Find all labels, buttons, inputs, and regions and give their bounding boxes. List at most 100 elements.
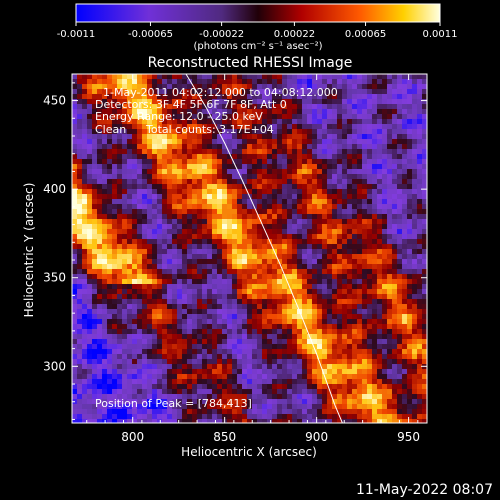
heatmap-cell <box>297 194 303 200</box>
heatmap-cell <box>177 324 183 330</box>
heatmap-cell <box>102 349 108 355</box>
heatmap-cell <box>357 389 363 395</box>
heatmap-cell <box>202 419 208 423</box>
heatmap-cell <box>367 379 373 385</box>
heatmap-cell <box>102 174 108 180</box>
heatmap-cell <box>402 289 408 295</box>
heatmap-cell <box>347 129 353 135</box>
heatmap-cell <box>207 404 213 410</box>
heatmap-cell <box>322 389 328 395</box>
heatmap-cell <box>122 334 128 340</box>
heatmap-cell <box>402 94 408 100</box>
heatmap-cell <box>172 244 178 250</box>
heatmap-cell <box>162 319 168 325</box>
heatmap-cell <box>367 179 373 185</box>
heatmap-cell <box>117 334 123 340</box>
heatmap-cell <box>207 309 213 315</box>
heatmap-cell <box>272 349 278 355</box>
heatmap-cell <box>167 189 173 195</box>
heatmap-cell <box>142 139 148 145</box>
heatmap-cell <box>307 314 313 320</box>
heatmap-cell <box>162 309 168 315</box>
heatmap-cell <box>307 244 313 250</box>
heatmap-cell <box>382 84 388 90</box>
heatmap-cell <box>202 339 208 345</box>
heatmap-cell <box>227 359 233 365</box>
heatmap-cell <box>292 409 298 415</box>
heatmap-cell <box>407 234 413 240</box>
heatmap-cell <box>152 149 158 155</box>
heatmap-cell <box>317 374 323 380</box>
heatmap-cell <box>307 409 313 415</box>
heatmap-cell <box>167 119 173 125</box>
heatmap-cell <box>117 329 123 335</box>
heatmap-cell <box>197 109 203 115</box>
heatmap-cell <box>87 99 93 105</box>
heatmap-cell <box>412 339 418 345</box>
heatmap-cell <box>212 319 218 325</box>
heatmap-cell <box>117 294 123 300</box>
heatmap-cell <box>282 284 288 290</box>
heatmap-cell <box>137 279 143 285</box>
heatmap-cell <box>197 179 203 185</box>
heatmap-cell <box>322 209 328 215</box>
heatmap-cell <box>167 379 173 385</box>
heatmap-cell <box>197 129 203 135</box>
heatmap-cell <box>297 134 303 140</box>
heatmap-cell <box>127 154 133 160</box>
heatmap-cell <box>117 139 123 145</box>
heatmap-cell <box>142 219 148 225</box>
heatmap-cell <box>337 134 343 140</box>
heatmap-cell <box>372 109 378 115</box>
heatmap-cell <box>217 194 223 200</box>
heatmap-cell <box>182 349 188 355</box>
heatmap-cell <box>392 209 398 215</box>
heatmap-cell <box>222 139 228 145</box>
heatmap-cell <box>422 74 427 80</box>
heatmap-cell <box>347 284 353 290</box>
heatmap-cell <box>142 199 148 205</box>
heatmap-cell <box>382 409 388 415</box>
heatmap-cell <box>117 359 123 365</box>
heatmap-cell <box>202 269 208 275</box>
heatmap-cell <box>237 314 243 320</box>
heatmap-cell <box>357 299 363 305</box>
heatmap-cell <box>187 364 193 370</box>
heatmap-cell <box>102 354 108 360</box>
heatmap-cell <box>272 114 278 120</box>
heatmap-cell <box>402 149 408 155</box>
heatmap-cell <box>347 74 353 80</box>
heatmap-cell <box>392 109 398 115</box>
heatmap-cell <box>302 194 308 200</box>
heatmap-cell <box>267 229 273 235</box>
heatmap-cell <box>342 384 348 390</box>
heatmap-cell <box>142 179 148 185</box>
heatmap-cell <box>397 149 403 155</box>
heatmap-cell <box>172 144 178 150</box>
heatmap-cell <box>257 244 263 250</box>
heatmap-cell <box>232 409 238 415</box>
heatmap-cell <box>277 99 283 105</box>
heatmap-cell <box>362 214 368 220</box>
heatmap-cell <box>292 349 298 355</box>
heatmap-cell <box>422 204 427 210</box>
heatmap-cell <box>227 164 233 170</box>
heatmap-cell <box>302 394 308 400</box>
heatmap-cell <box>162 409 168 415</box>
heatmap-cell <box>397 249 403 255</box>
heatmap-cell <box>132 419 138 423</box>
heatmap-cell <box>217 309 223 315</box>
heatmap-cell <box>217 149 223 155</box>
heatmap-cell <box>147 314 153 320</box>
heatmap-cell <box>187 129 193 135</box>
heatmap-cell <box>227 399 233 405</box>
heatmap-cell <box>277 344 283 350</box>
heatmap-cell <box>417 159 423 165</box>
heatmap-cell <box>77 209 83 215</box>
heatmap-cell <box>352 79 358 85</box>
heatmap-cell <box>337 219 343 225</box>
heatmap-cell <box>162 204 168 210</box>
heatmap-cell <box>302 334 308 340</box>
heatmap-cell <box>162 399 168 405</box>
heatmap-cell <box>422 209 427 215</box>
